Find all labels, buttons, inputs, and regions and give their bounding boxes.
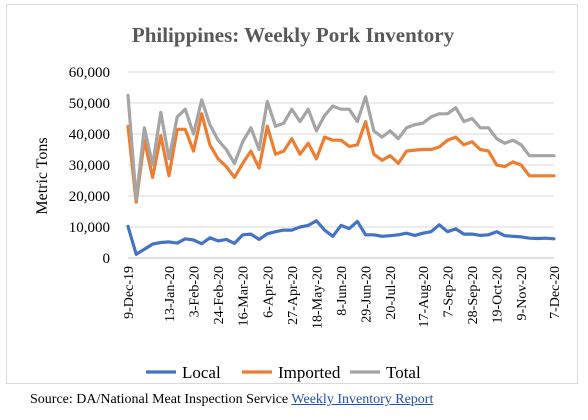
source-note: Source: DA/National Meat Inspection Serv…: [30, 392, 433, 408]
x-tick-label: 17-Aug-20: [417, 266, 432, 327]
x-tick-label: 16-Mar-20: [237, 266, 252, 326]
weekly-inventory-report-link[interactable]: Weekly Inventory Report: [291, 392, 434, 407]
legend-label-local: Local: [182, 363, 221, 382]
x-tick-label: 8-Jun-20: [335, 266, 350, 316]
y-tick-label: 40,000: [69, 127, 110, 143]
x-tick-label: 9-Nov-20: [515, 266, 530, 320]
y-tick-label: 20,000: [69, 189, 110, 205]
pork-inventory-chart: Philippines: Weekly Pork Inventory Metri…: [34, 23, 563, 382]
y-tick-label: 10,000: [69, 220, 110, 236]
x-tick-label: 29-Jun-20: [360, 266, 375, 323]
series-line-total: [126, 93, 556, 201]
y-tick-label: 50,000: [69, 96, 110, 112]
y-axis-label: Metric Tons: [34, 137, 51, 214]
y-tick-label: 60,000: [69, 65, 110, 81]
x-tick-label: 20-Jul-20: [384, 266, 399, 320]
x-tick-label: 3-Feb-20: [188, 266, 203, 317]
x-tick-label: 18-May-20: [310, 266, 325, 329]
y-tick-label: 30,000: [69, 158, 110, 174]
x-tick-label: 7-Sep-20: [442, 266, 457, 317]
legend-label-total: Total: [386, 363, 421, 382]
x-tick-label: 28-Sep-20: [466, 266, 481, 324]
x-tick-label: 19-Oct-20: [491, 266, 506, 324]
x-tick-label: 9-Dec-19: [122, 266, 137, 319]
chart-frame: [6, 4, 578, 384]
x-tick-label: 6-Apr-20: [261, 266, 276, 318]
series-line-local: [126, 219, 556, 256]
x-tick-label: 13-Jan-20: [163, 266, 178, 322]
x-tick-label: 24-Feb-20: [212, 266, 227, 324]
y-tick-label: 0: [103, 251, 111, 267]
legend-label-imported: Imported: [278, 363, 341, 382]
source-text: Source: DA/National Meat Inspection Serv…: [30, 392, 292, 407]
x-tick-label: 7-Dec-20: [548, 266, 563, 319]
chart-title: Philippines: Weekly Pork Inventory: [132, 23, 455, 47]
x-tick-label: 27-Apr-20: [286, 266, 301, 325]
series-line-imported: [126, 112, 556, 204]
